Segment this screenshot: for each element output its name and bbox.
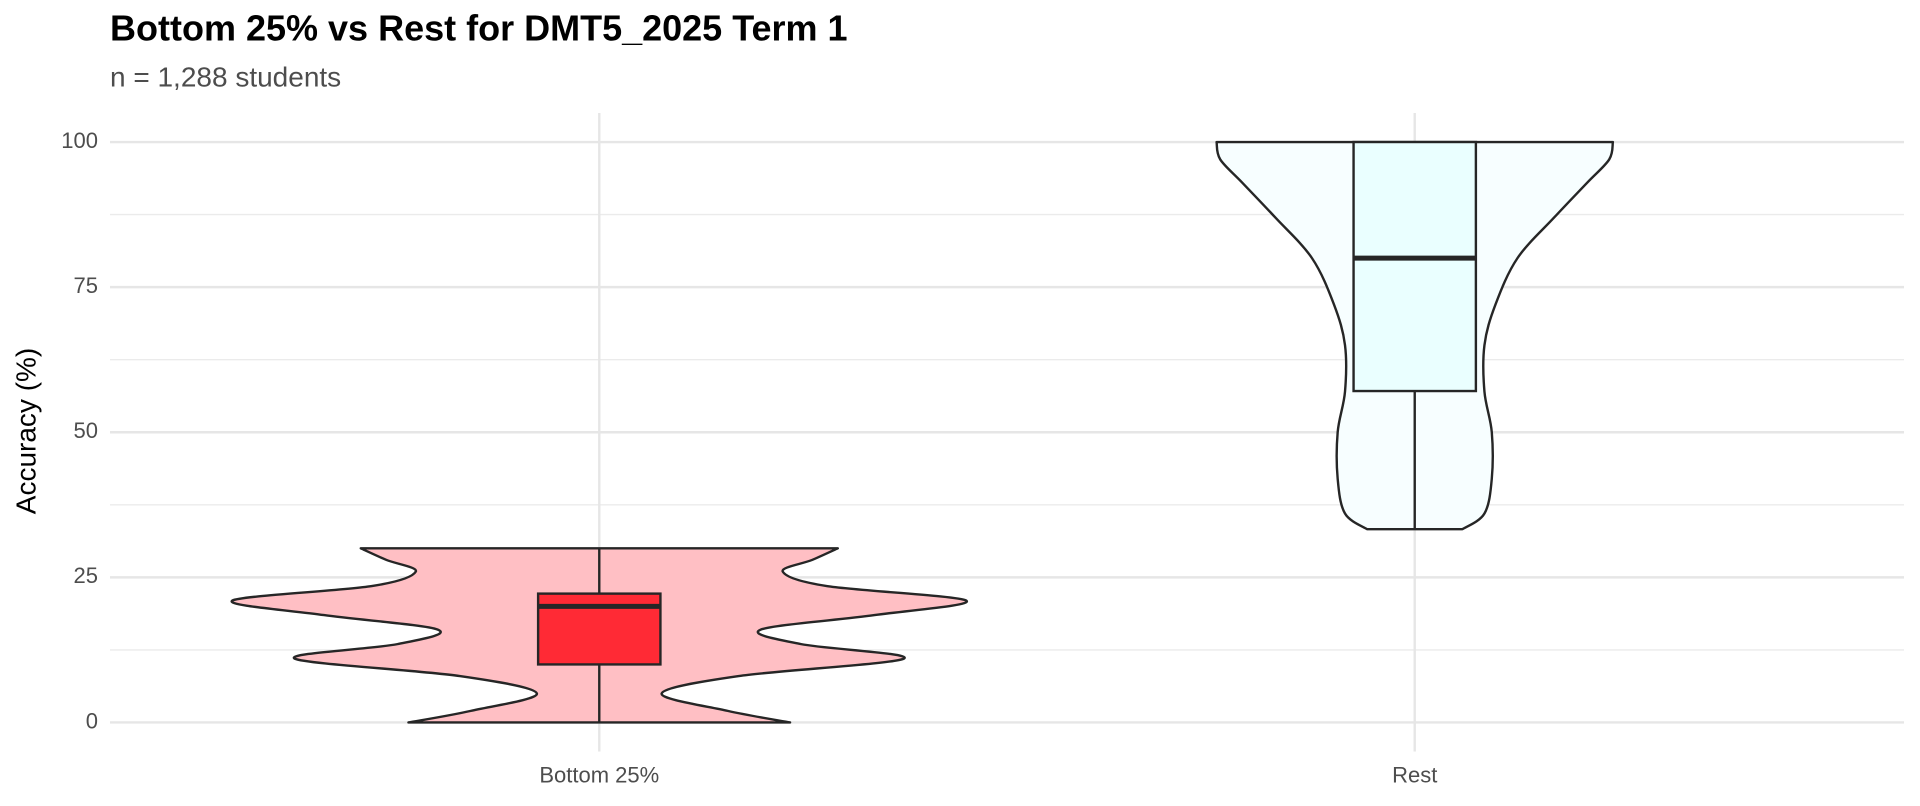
y-tick-label: 100 (61, 128, 98, 153)
y-tick-label: 75 (74, 273, 98, 298)
x-tick-label: Rest (1392, 762, 1437, 787)
y-axis-label: Accuracy (%) (10, 348, 41, 514)
y-tick-label: 0 (86, 708, 98, 733)
box (1352, 140, 1478, 393)
chart-title: Bottom 25% vs Rest for DMT5_2025 Term 1 (110, 8, 848, 49)
x-tick-label: Bottom 25% (539, 762, 659, 787)
y-tick-label: 25 (74, 563, 98, 588)
y-tick-label: 50 (74, 418, 98, 443)
chart-subtitle: n = 1,288 students (110, 61, 341, 92)
